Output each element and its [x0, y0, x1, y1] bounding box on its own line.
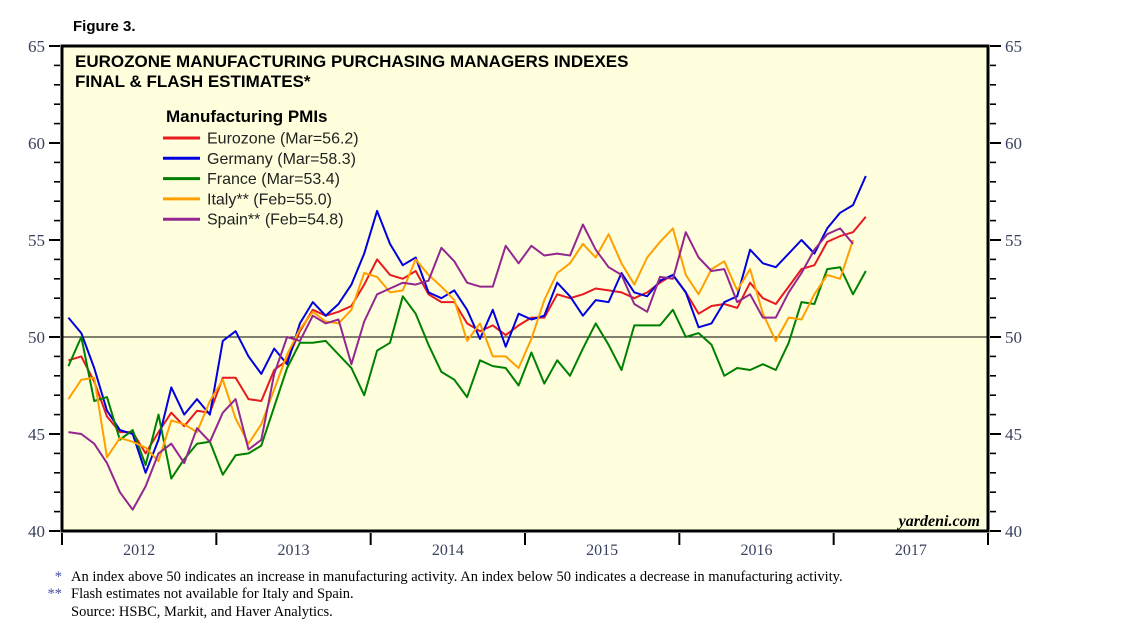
series-line-spain	[68, 223, 854, 511]
series-line-germany	[67, 175, 867, 474]
source-text: Source: HSBC, Markit, and Haver Analytic…	[71, 603, 333, 620]
x-axis-year-label: 2012	[123, 542, 155, 559]
y-axis-label-right: 45	[1005, 425, 1022, 444]
y-axis-label-left: 50	[28, 328, 45, 347]
footnote-row: * An index above 50 indicates an increas…	[36, 569, 843, 586]
y-axis-label-right: 40	[1005, 522, 1022, 541]
footnotes: * An index above 50 indicates an increas…	[36, 569, 843, 621]
y-axis-label-right: 65	[1005, 37, 1022, 56]
footnote-text: An index above 50 indicates an increase …	[71, 569, 843, 585]
footnote-row: ** Flash estimates not available for Ita…	[36, 586, 843, 603]
x-axis-year-label: 2016	[741, 542, 773, 559]
x-axis-year-label: 2013	[278, 542, 310, 559]
pmi-line-chart: 40 40 45 45 50 50 55 55 60 60 65 65 2012 2013 2014 2015…	[28, 37, 1022, 559]
legend-item-label-spain: Spain** (Feb=54.8)	[207, 212, 344, 229]
footnote-text: Flash estimates not available for Italy …	[71, 586, 354, 603]
y-axis-label-left: 65	[28, 37, 45, 56]
y-axis-label-left: 55	[28, 231, 45, 250]
series-line-italy	[67, 227, 854, 463]
chart-title-line2: FINAL & FLASH ESTIMATES*	[75, 72, 311, 91]
series-line-france	[67, 266, 867, 480]
y-axis-label-left: 60	[28, 134, 45, 153]
y-axis-label-left: 45	[28, 425, 45, 444]
y-axis-label-left: 40	[28, 522, 45, 541]
x-axis-year-label: 2017	[895, 542, 927, 559]
footnote-marker	[36, 604, 71, 621]
x-axis-year-label: 2014	[432, 542, 464, 559]
legend-item-label-france: France (Mar=53.4)	[207, 171, 340, 188]
legend-item-label-germany: Germany (Mar=58.3)	[207, 151, 356, 168]
y-axis-label-right: 55	[1005, 231, 1022, 250]
watermark: yardeni.com	[897, 513, 980, 530]
legend-title: Manufacturing PMIs	[166, 107, 328, 126]
y-axis-label-right: 50	[1005, 328, 1022, 347]
figure-label: Figure 3.	[73, 18, 136, 35]
footnote-marker: **	[47, 586, 63, 603]
legend-item-label-italy: Italy** (Feb=55.0)	[207, 191, 332, 208]
series-line-eurozone	[68, 216, 867, 455]
y-axis-label-right: 60	[1005, 134, 1022, 153]
footnote-marker: *	[54, 569, 62, 585]
x-axis-year-label: 2015	[586, 542, 618, 559]
plot-area	[60, 44, 990, 533]
legend-item-label-eurozone: Eurozone (Mar=56.2)	[207, 131, 359, 148]
chart-title-line1: EUROZONE MANUFACTURING PURCHASING MANAGE…	[75, 52, 628, 71]
footnote-row: Source: HSBC, Markit, and Haver Analytic…	[36, 604, 843, 621]
